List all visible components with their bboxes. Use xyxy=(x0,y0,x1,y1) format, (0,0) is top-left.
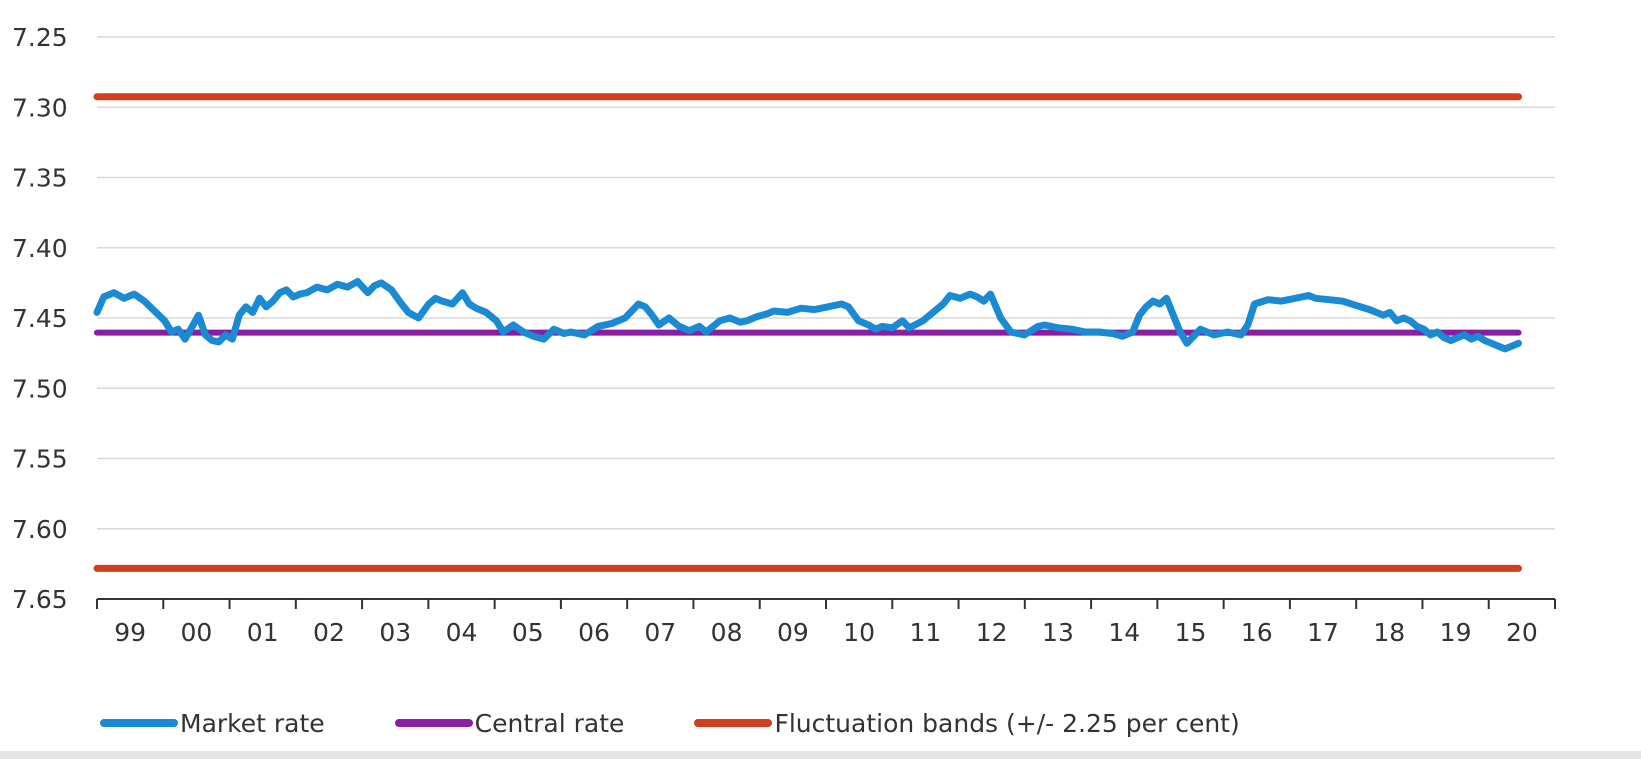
x-tick-label-11: 10 xyxy=(843,618,875,647)
x-tick-label-7: 06 xyxy=(578,618,610,647)
legend-label-central-rate: Central rate xyxy=(474,708,625,738)
y-tick-label-8: 7.65 xyxy=(12,585,68,614)
y-tick-label-2: 7.35 xyxy=(12,164,68,193)
x-tick-label-15: 14 xyxy=(1108,618,1140,647)
y-tick-label-5: 7.50 xyxy=(12,374,68,403)
x-tick-label-13: 12 xyxy=(976,618,1008,647)
x-tick-label-4: 03 xyxy=(379,618,411,647)
legend-label-fluctuation-bands: Fluctuation bands (+/- 2.25 per cent) xyxy=(774,708,1240,738)
legend-item-fluctuation-bands: Fluctuation bands (+/- 2.25 per cent) xyxy=(694,708,1240,738)
x-tick-label-19: 18 xyxy=(1373,618,1405,647)
legend-swatch-fluctuation-bands xyxy=(694,719,773,727)
x-tick-label-12: 11 xyxy=(910,618,942,647)
legend-label-market-rate: Market rate xyxy=(180,708,325,738)
x-tick-label-9: 08 xyxy=(711,618,743,647)
y-tick-label-3: 7.40 xyxy=(12,234,68,263)
x-tick-label-6: 05 xyxy=(512,618,544,647)
x-tick-label-17: 16 xyxy=(1241,618,1273,647)
x-tick-label-5: 04 xyxy=(446,618,478,647)
x-tick-label-16: 15 xyxy=(1175,618,1207,647)
chart-svg: 7.25 7.30 7.35 7.40 7.45 7.50 7.55 7.60 7.65 99 00… xyxy=(12,23,1556,647)
x-tick-label-21: 20 xyxy=(1506,618,1538,647)
x-tick-label-8: 07 xyxy=(644,618,676,647)
x-tick-label-0: 99 xyxy=(114,618,146,647)
chart-legend: Market rate Central rate Fluctuation ban… xyxy=(100,703,1310,743)
x-tick-label-3: 02 xyxy=(313,618,345,647)
y-tick-label-4: 7.45 xyxy=(12,304,68,333)
x-tick-label-14: 13 xyxy=(1042,618,1074,647)
legend-item-market-rate: Market rate xyxy=(100,709,325,738)
legend-swatch-market-rate xyxy=(100,719,178,727)
legend-item-central-rate: Central rate xyxy=(394,708,625,738)
x-tick-label-20: 19 xyxy=(1440,618,1472,647)
x-tick-label-10: 09 xyxy=(777,618,809,647)
y-tick-label-0: 7.25 xyxy=(12,23,68,52)
y-tick-label-6: 7.55 xyxy=(12,445,68,474)
legend-swatch-central-rate xyxy=(394,719,473,727)
x-tick-label-1: 00 xyxy=(181,618,213,647)
y-tick-label-7: 7.60 xyxy=(12,515,68,544)
x-tick-label-2: 01 xyxy=(247,618,279,647)
x-tick-label-18: 17 xyxy=(1307,618,1339,647)
series-market-rate-line xyxy=(93,278,1522,353)
bottom-divider xyxy=(0,751,1641,759)
y-tick-label-1: 7.30 xyxy=(12,93,68,122)
